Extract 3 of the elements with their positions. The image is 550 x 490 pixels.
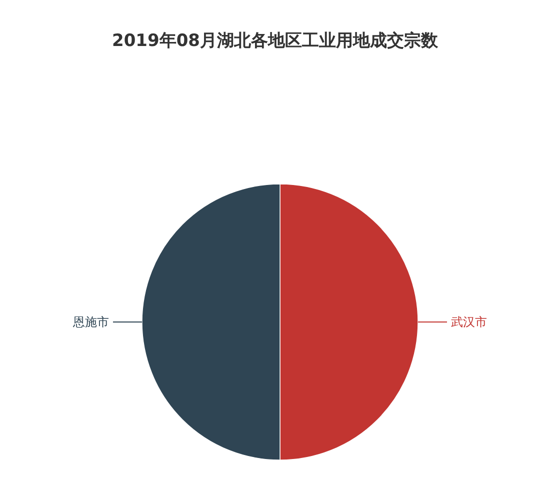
slice-label: 恩施市 (72, 315, 109, 329)
chart-title: 2019年08月湖北各地区工业用地成交宗数 (112, 31, 439, 51)
slice-label: 武汉市 (451, 315, 487, 329)
